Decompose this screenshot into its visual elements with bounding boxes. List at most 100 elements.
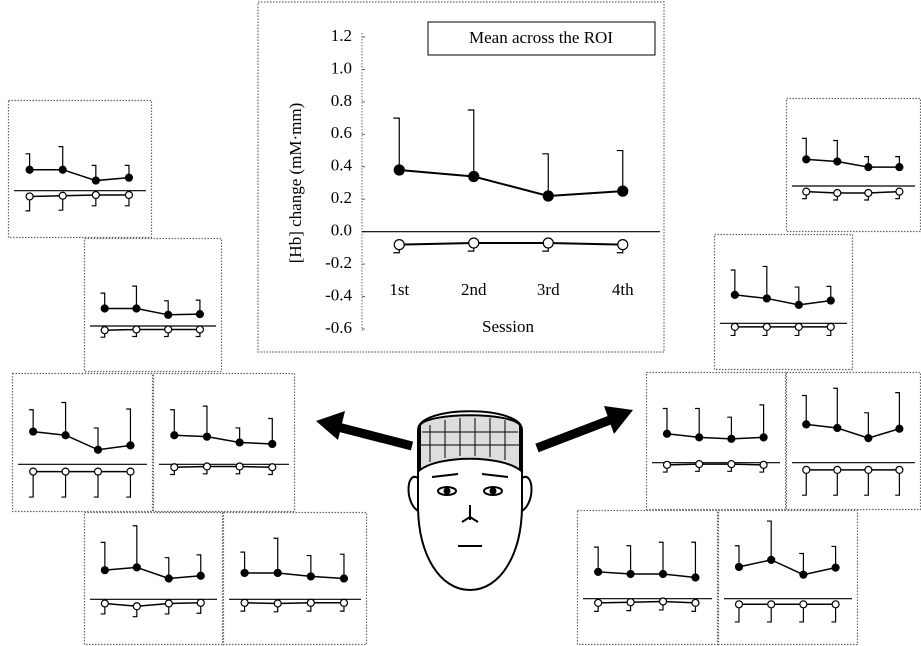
marker xyxy=(25,192,34,201)
marker xyxy=(802,187,811,196)
marker xyxy=(895,424,904,433)
marker xyxy=(339,574,349,583)
series-line xyxy=(666,463,764,466)
panel-frame xyxy=(576,509,719,646)
error-bar xyxy=(542,153,549,196)
marker xyxy=(132,325,141,334)
error-bar xyxy=(826,285,832,301)
error-bar xyxy=(93,471,99,498)
marker xyxy=(468,170,480,183)
series-line xyxy=(174,434,273,445)
error-bar xyxy=(616,149,624,192)
marker xyxy=(132,304,141,313)
error-bar xyxy=(393,117,400,171)
error-bar xyxy=(235,427,241,443)
error-bar xyxy=(734,545,740,567)
marker xyxy=(124,190,134,200)
marker xyxy=(100,326,109,335)
marker xyxy=(799,600,808,609)
marker xyxy=(61,431,70,440)
marker xyxy=(268,439,277,449)
marker xyxy=(93,445,103,454)
marker xyxy=(895,163,904,172)
series-line xyxy=(29,194,129,198)
y-tick-label: 1.0 xyxy=(331,58,352,77)
series-line xyxy=(399,169,623,197)
marker xyxy=(164,325,173,334)
panel-frame xyxy=(152,372,296,513)
marker xyxy=(196,571,205,580)
error-bar xyxy=(58,146,64,170)
marker xyxy=(61,467,70,476)
error-bar xyxy=(126,408,132,446)
marker xyxy=(831,563,840,572)
series-line xyxy=(244,572,345,580)
error-bar xyxy=(132,285,138,309)
y-axis-label: [Hb] change (mM·mm) xyxy=(286,103,305,264)
marker xyxy=(658,569,668,579)
error-bar xyxy=(895,469,900,496)
marker xyxy=(195,325,205,334)
marker xyxy=(126,441,135,450)
x-tick-label: 4th xyxy=(612,280,634,299)
y-tick-label: -0.2 xyxy=(325,253,352,272)
error-bar xyxy=(833,139,838,162)
series-line xyxy=(244,602,344,605)
marker xyxy=(799,570,808,579)
marker xyxy=(802,155,811,164)
y-tick-label: 0.0 xyxy=(331,221,352,240)
error-bar xyxy=(593,546,599,572)
annotation-box xyxy=(427,21,656,56)
series-line xyxy=(104,307,200,316)
marker xyxy=(734,600,744,609)
marker xyxy=(762,294,771,303)
panel-frame xyxy=(717,509,859,646)
marker xyxy=(29,427,38,436)
error-bar xyxy=(61,471,67,498)
marker xyxy=(273,599,282,608)
error-bar xyxy=(691,541,697,578)
error-bar xyxy=(164,557,170,579)
series-line xyxy=(104,566,201,580)
marker xyxy=(25,165,34,174)
error-bar xyxy=(339,553,345,579)
head xyxy=(407,410,533,592)
marker xyxy=(306,598,315,607)
marker xyxy=(235,438,244,447)
marker xyxy=(91,176,100,185)
marker xyxy=(240,568,249,578)
marker xyxy=(468,237,480,249)
marker xyxy=(132,563,141,572)
marker xyxy=(617,185,629,197)
y-tick-label: -0.4 xyxy=(325,285,352,304)
error-bar xyxy=(864,412,869,439)
panel-frame xyxy=(11,372,154,513)
error-bar xyxy=(794,286,800,305)
error-bar xyxy=(767,520,772,560)
panel-frame xyxy=(785,97,921,233)
marker xyxy=(833,188,842,198)
marker xyxy=(864,163,873,172)
arrows xyxy=(316,406,633,453)
error-bar xyxy=(25,196,31,212)
series-line xyxy=(806,158,900,168)
marker xyxy=(730,322,739,331)
error-bar xyxy=(273,537,279,573)
marker xyxy=(734,562,744,572)
marker xyxy=(864,188,873,198)
marker xyxy=(662,429,672,438)
error-bar xyxy=(727,416,732,439)
error-bar xyxy=(802,394,807,425)
series-line xyxy=(738,559,836,576)
marker xyxy=(767,600,776,609)
x-tick-label: 1st xyxy=(389,280,409,299)
marker xyxy=(29,467,38,476)
error-bar xyxy=(61,401,67,436)
error-bar xyxy=(306,554,312,577)
marker xyxy=(164,599,173,608)
marker xyxy=(235,462,244,471)
marker xyxy=(759,460,768,469)
panel-frame xyxy=(83,511,224,646)
marker xyxy=(393,239,405,251)
error-bar xyxy=(100,541,106,571)
